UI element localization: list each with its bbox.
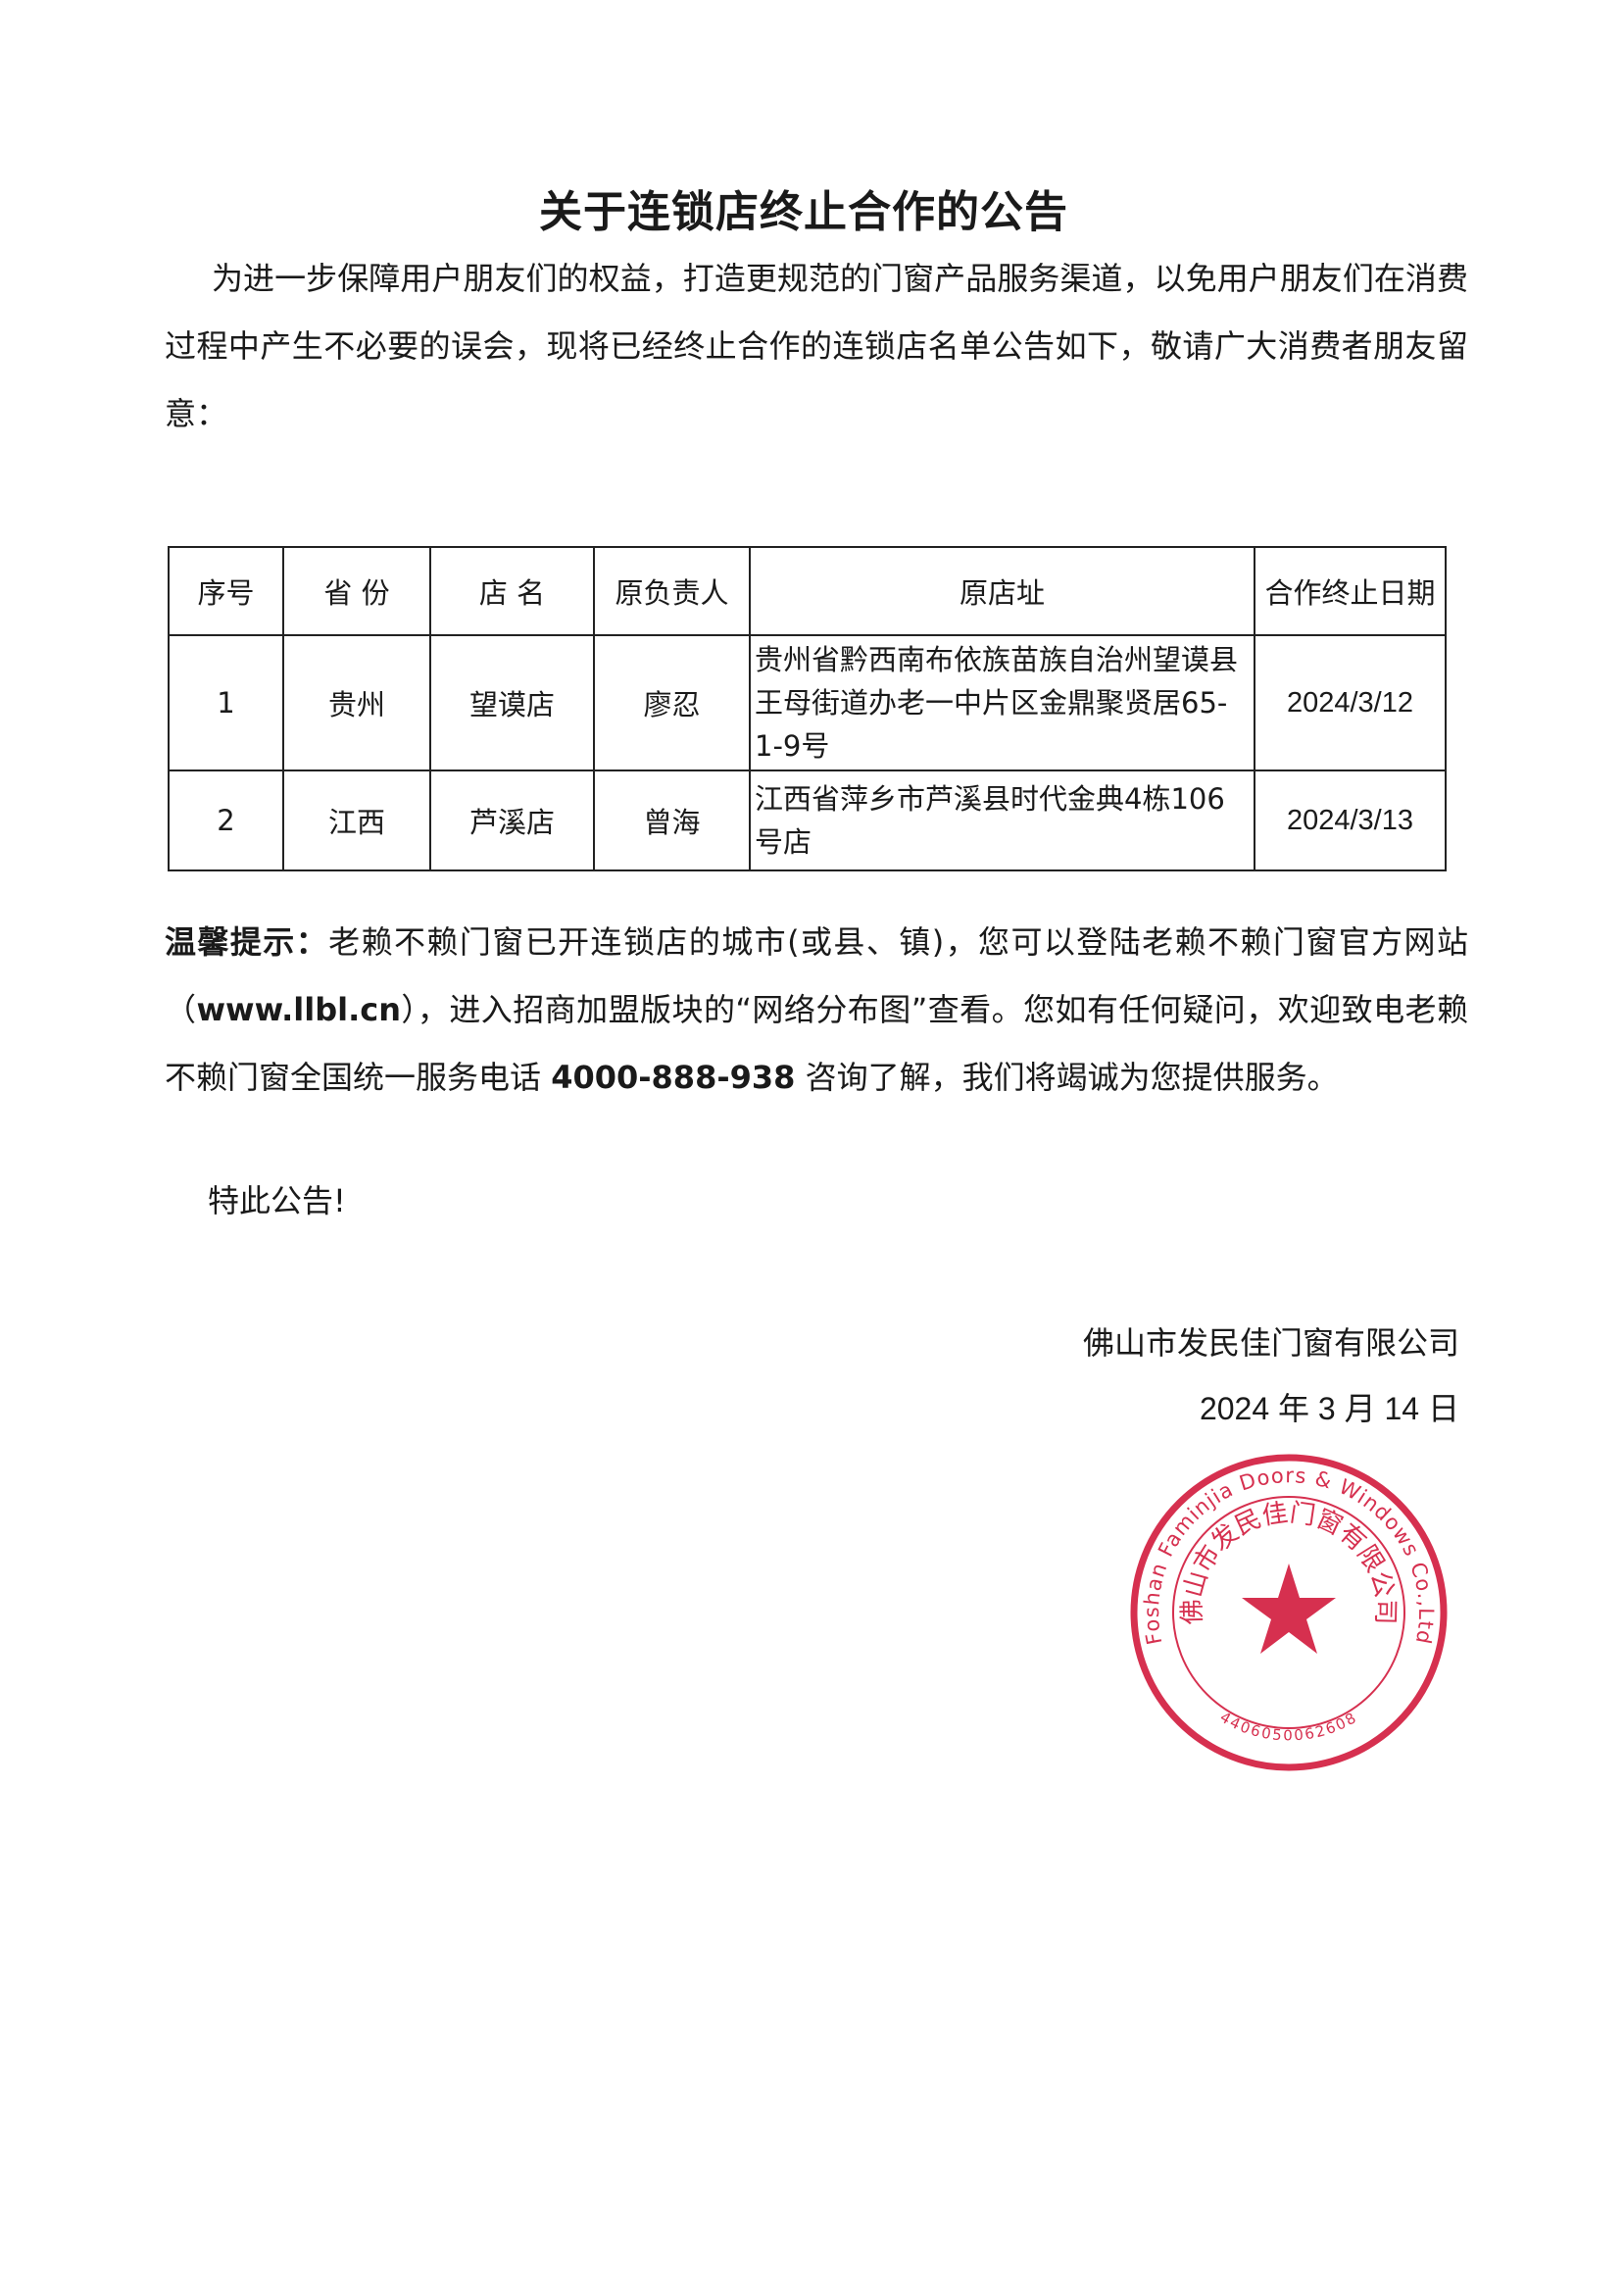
- tip-paragraph: 温馨提示：老赖不赖门窗已开连锁店的城市(或县、镇)，您可以登陆老赖不赖门窗官方网…: [165, 909, 1468, 1112]
- header-address: 原店址: [749, 546, 1255, 636]
- tip-label: 温馨提示：: [165, 923, 329, 961]
- cell-address: 江西省萍乡市芦溪县时代金典4栋106号店: [749, 770, 1255, 871]
- cell-manager: 曾海: [593, 770, 751, 871]
- header-store-name: 店 名: [429, 546, 595, 636]
- closing-text: 特此公告!: [208, 1182, 346, 1219]
- terminated-stores-table: 序号 省 份 店 名 原负责人 原店址 合作终止日期 1 贵州 望谟店 廖忍 贵…: [168, 546, 1447, 871]
- header-end-date: 合作终止日期: [1254, 546, 1447, 636]
- cell-end-date: 2024/3/12: [1254, 634, 1447, 771]
- table-row: 1 贵州 望谟店 廖忍 贵州省黔西南布依族苗族自治州望谟县王母街道办老一中片区金…: [168, 634, 1447, 771]
- header-index: 序号: [168, 546, 284, 636]
- cell-store-name: 望谟店: [429, 634, 595, 771]
- cell-province: 江西: [282, 770, 431, 871]
- svg-text:4406050062608: 4406050062608: [1217, 1709, 1361, 1745]
- website-link[interactable]: www.llbl.cn: [196, 991, 401, 1028]
- cell-index: 1: [168, 634, 284, 771]
- service-phone: 4000-888-938: [551, 1059, 796, 1096]
- header-manager: 原负责人: [593, 546, 751, 636]
- tip-text-1: 老赖不赖门窗已开连锁店的城市(或县、镇)，您可以登陆老赖不赖门窗官方网站（: [165, 923, 1468, 1028]
- page-title: 关于连锁店终止合作的公告: [539, 187, 1068, 237]
- cell-manager: 廖忍: [593, 634, 751, 771]
- star-icon: [1242, 1564, 1336, 1654]
- table-row: 2 江西 芦溪店 曾海 江西省萍乡市芦溪县时代金典4栋106号店 2024/3/…: [168, 770, 1447, 871]
- cell-province: 贵州: [282, 634, 431, 771]
- seal-number: 4406050062608: [1217, 1709, 1359, 1745]
- tip-text-2: ），进入招商加盟版块的“网络分布图”查看。您如有任何疑问，欢迎致电老赖不赖门窗全…: [165, 991, 1468, 1096]
- header-province: 省 份: [282, 546, 431, 636]
- cell-end-date: 2024/3/13: [1254, 770, 1447, 871]
- company-seal: Foshan Faminjia Doors & Windows Co.,Ltd …: [1130, 1454, 1448, 1771]
- tip-text-3: 咨询了解，我们将竭诚为您提供服务。: [795, 1059, 1339, 1096]
- table-header-row: 序号 省 份 店 名 原负责人 原店址 合作终止日期: [168, 546, 1447, 636]
- signature-date: 2024 年 3 月 14 日: [1199, 1391, 1459, 1426]
- cell-address: 贵州省黔西南布依族苗族自治州望谟县王母街道办老一中片区金鼎聚贤居65-1-9号: [749, 634, 1255, 771]
- cell-index: 2: [168, 770, 284, 871]
- signature-company: 佛山市发民佳门窗有限公司: [1082, 1324, 1459, 1362]
- intro-paragraph: 为进一步保障用户朋友们的权益，打造更规范的门窗产品服务渠道，以免用户朋友们在消费…: [165, 260, 1468, 432]
- cell-store-name: 芦溪店: [429, 770, 595, 871]
